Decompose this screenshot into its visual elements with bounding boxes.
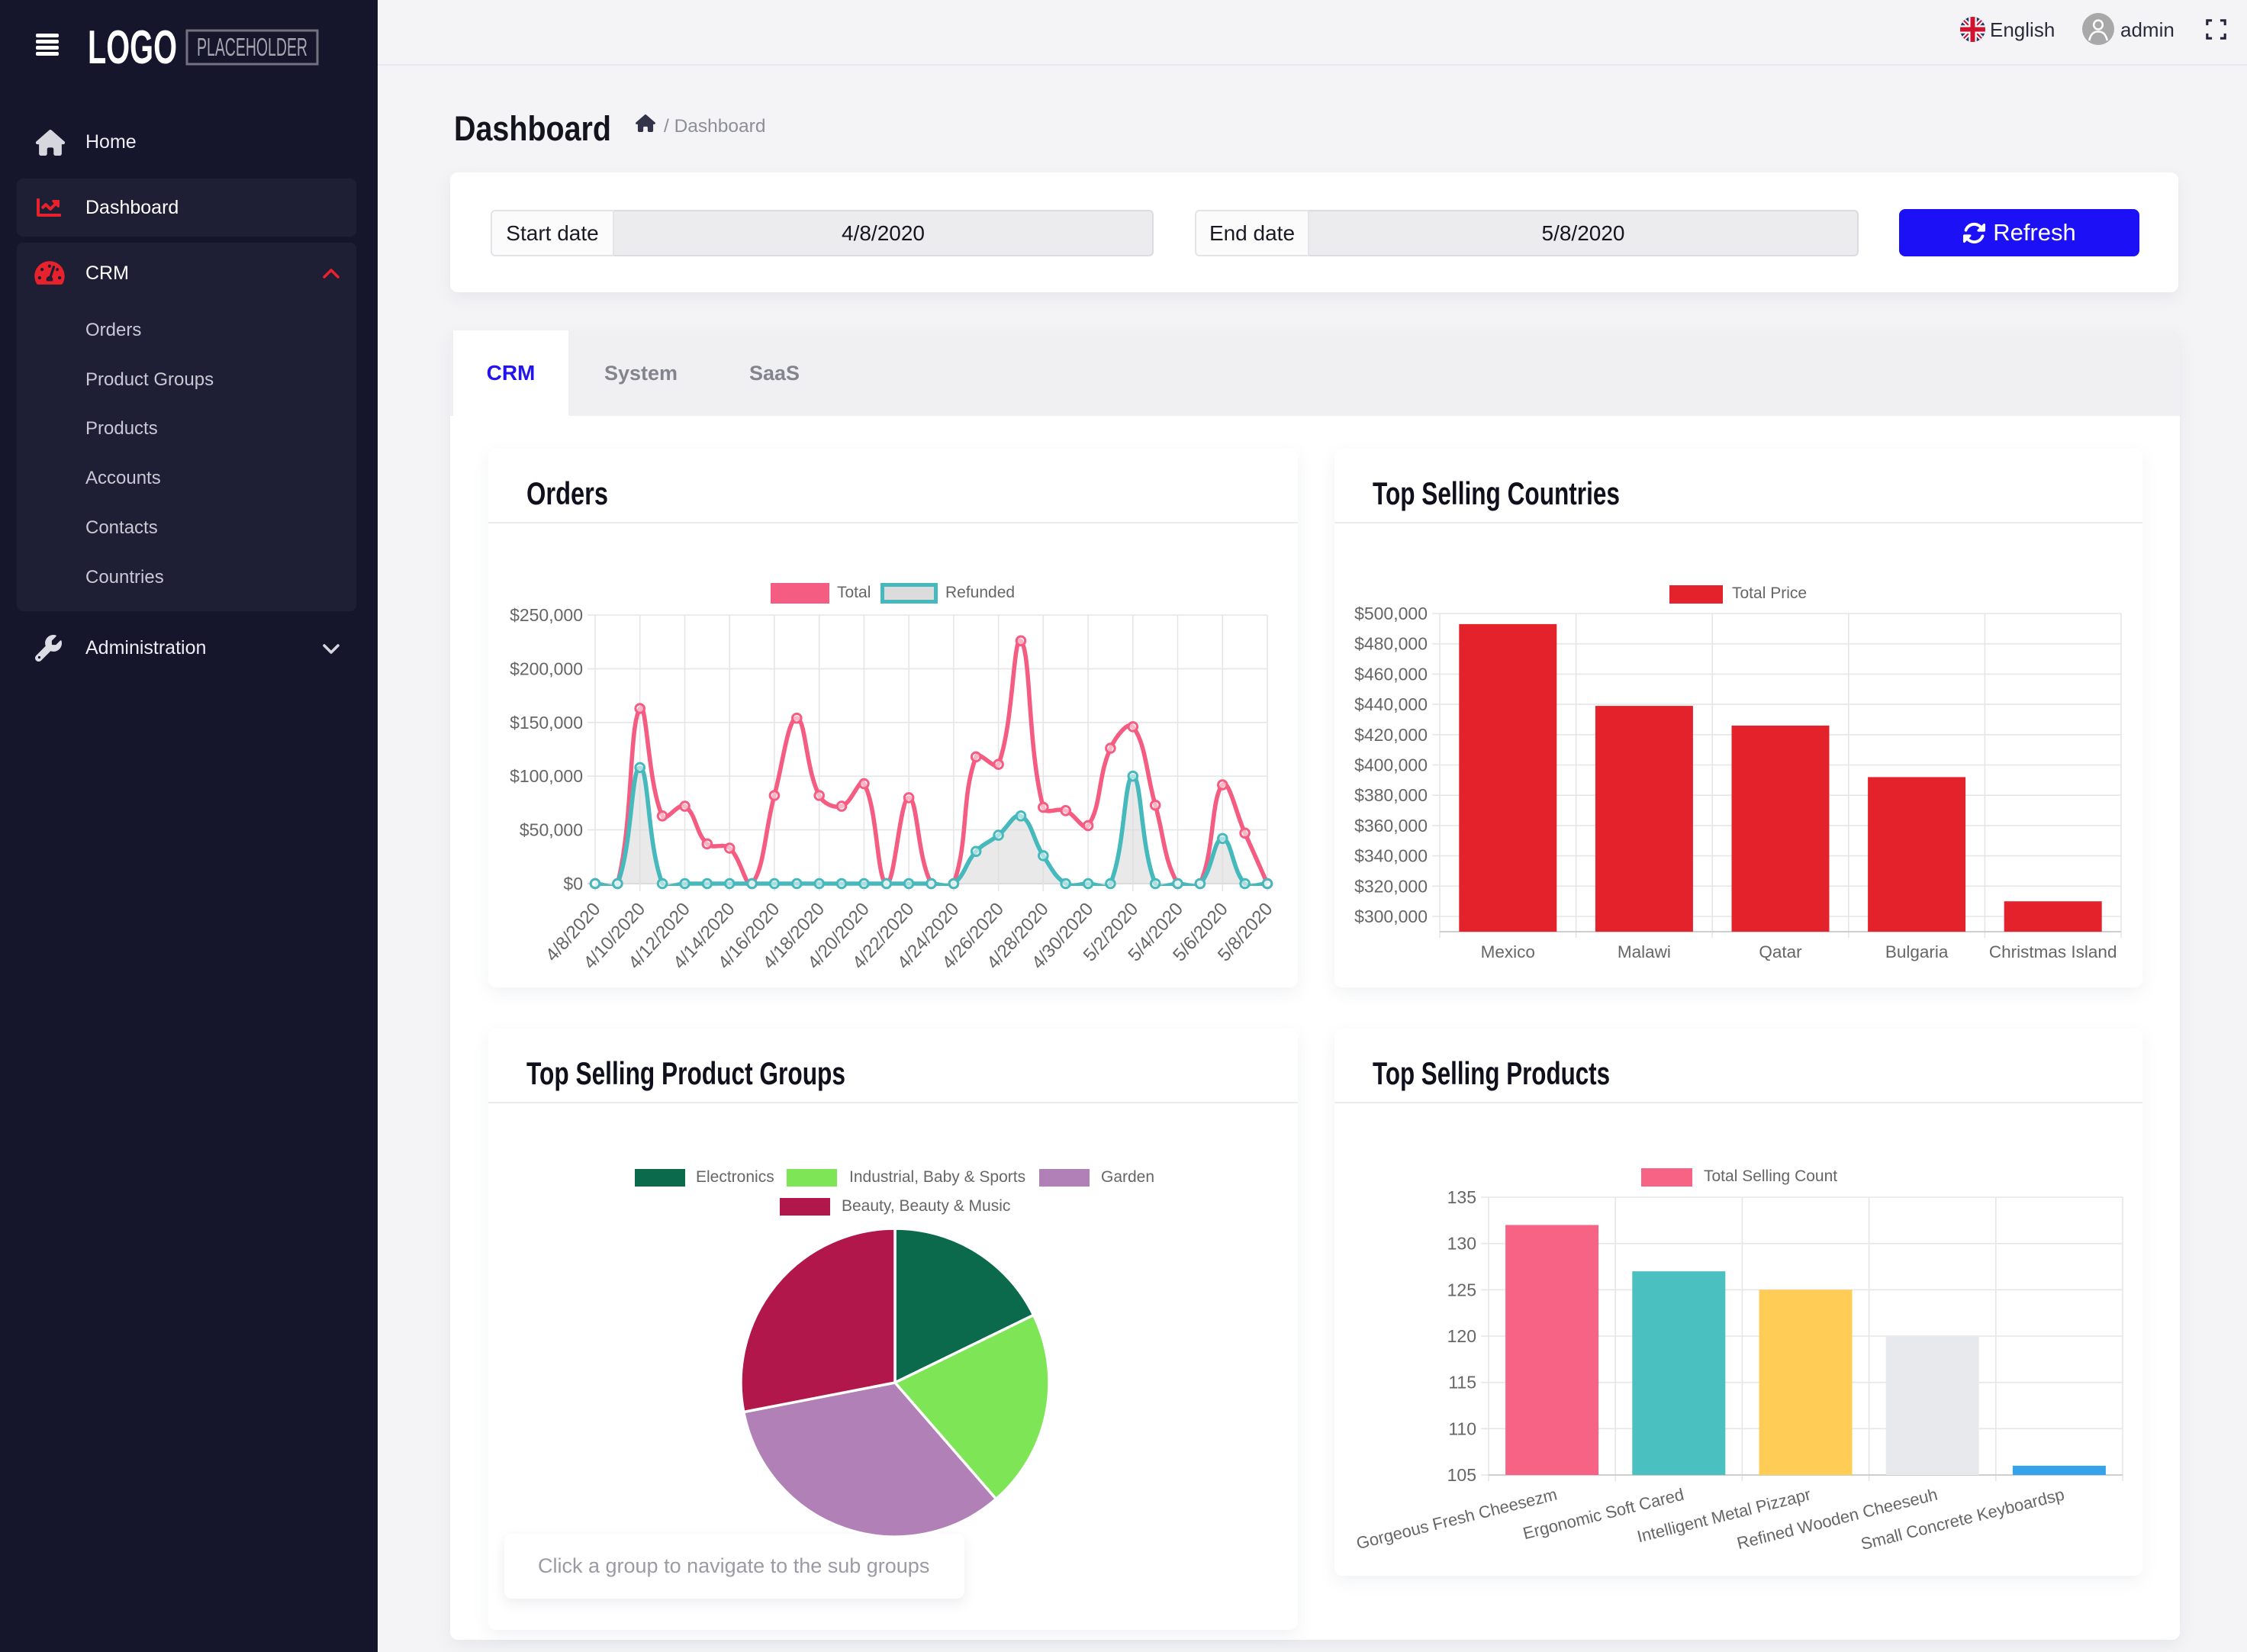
svg-text:Mexico: Mexico bbox=[1481, 942, 1535, 961]
svg-text:Orders: Orders bbox=[526, 475, 608, 511]
svg-text:$340,000: $340,000 bbox=[1354, 846, 1428, 866]
svg-text:Bulgaria: Bulgaria bbox=[1885, 942, 1949, 961]
svg-text:$250,000: $250,000 bbox=[510, 605, 583, 625]
svg-text:135: 135 bbox=[1447, 1187, 1476, 1207]
svg-text:Dashboard: Dashboard bbox=[454, 109, 611, 148]
svg-text:$320,000: $320,000 bbox=[1354, 876, 1428, 896]
svg-text:$480,000: $480,000 bbox=[1354, 634, 1428, 654]
svg-text:130: 130 bbox=[1447, 1234, 1476, 1254]
svg-text:$100,000: $100,000 bbox=[510, 766, 583, 786]
svg-text:$300,000: $300,000 bbox=[1354, 907, 1428, 926]
svg-text:Small Concrete Keyboardsp: Small Concrete Keyboardsp bbox=[1859, 1485, 2066, 1554]
svg-text:120: 120 bbox=[1447, 1326, 1476, 1346]
svg-text:LOGO: LOGO bbox=[88, 23, 177, 69]
svg-text:PLACEHOLDER: PLACEHOLDER bbox=[197, 33, 307, 61]
svg-text:Top Selling Countries: Top Selling Countries bbox=[1373, 475, 1620, 511]
svg-text:$420,000: $420,000 bbox=[1354, 725, 1428, 745]
svg-text:Top Selling Product Groups: Top Selling Product Groups bbox=[526, 1055, 845, 1091]
svg-text:Gorgeous Fresh Cheesezm: Gorgeous Fresh Cheesezm bbox=[1354, 1485, 1559, 1554]
svg-text:$400,000: $400,000 bbox=[1354, 755, 1428, 775]
svg-text:$50,000: $50,000 bbox=[520, 820, 583, 840]
svg-text:105: 105 bbox=[1447, 1465, 1476, 1485]
svg-text:Qatar: Qatar bbox=[1759, 942, 1802, 961]
svg-text:$440,000: $440,000 bbox=[1354, 694, 1428, 714]
svg-text:$200,000: $200,000 bbox=[510, 659, 583, 678]
svg-text:$500,000: $500,000 bbox=[1354, 604, 1428, 623]
svg-text:115: 115 bbox=[1448, 1373, 1476, 1393]
svg-text:$380,000: $380,000 bbox=[1354, 785, 1428, 805]
svg-text:Top Selling Products: Top Selling Products bbox=[1373, 1055, 1610, 1091]
svg-text:$0: $0 bbox=[563, 874, 583, 894]
svg-text:$360,000: $360,000 bbox=[1354, 816, 1428, 836]
svg-text:$150,000: $150,000 bbox=[510, 713, 583, 733]
svg-text:125: 125 bbox=[1447, 1280, 1476, 1299]
svg-text:$460,000: $460,000 bbox=[1354, 664, 1428, 684]
svg-text:110: 110 bbox=[1448, 1419, 1476, 1438]
svg-text:Malawi: Malawi bbox=[1618, 942, 1671, 961]
svg-text:Christmas Island: Christmas Island bbox=[1989, 942, 2117, 961]
